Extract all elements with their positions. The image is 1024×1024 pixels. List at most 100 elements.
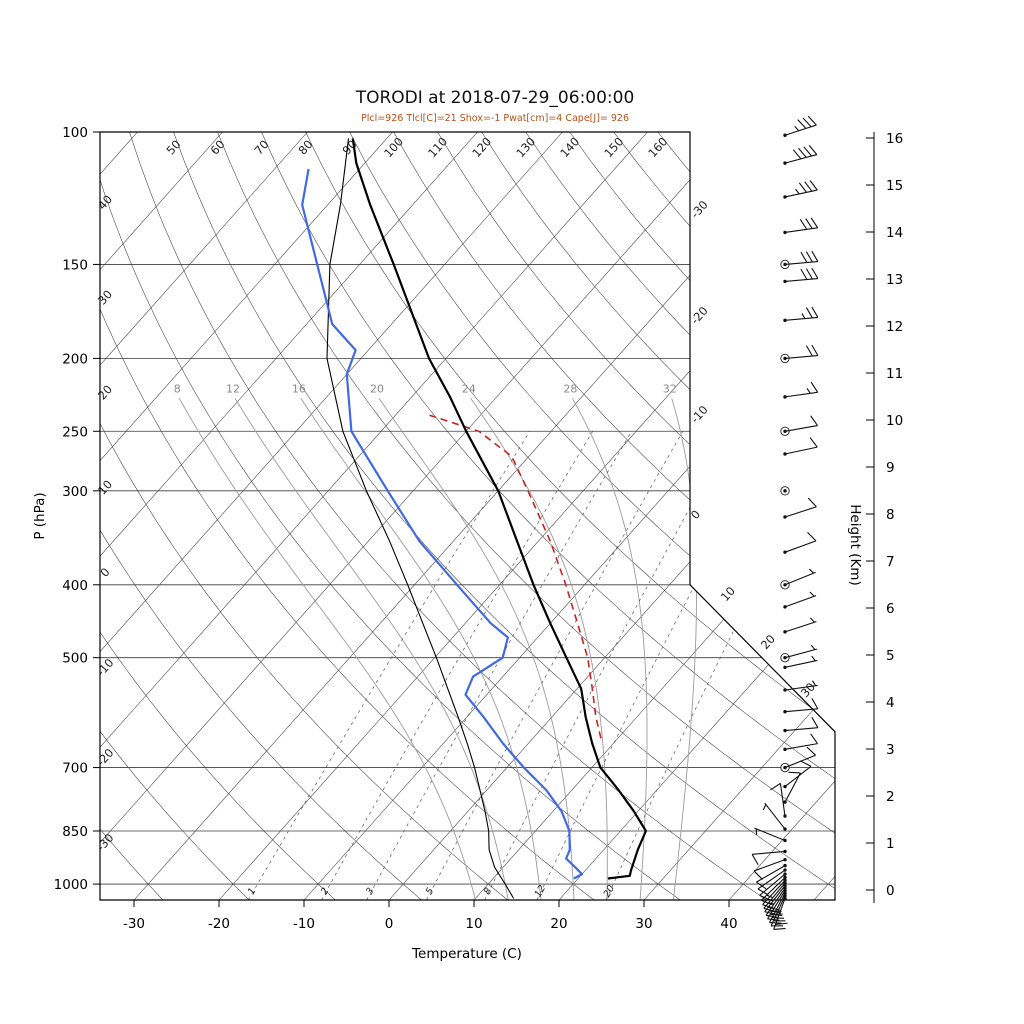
wind-barb-feather bbox=[800, 251, 808, 263]
chart-title: TORODI at 2018-07-29_06:00:00 bbox=[355, 88, 635, 108]
isotherm-line bbox=[218, 132, 835, 900]
wind-barb-feather bbox=[811, 250, 819, 262]
wind-barb-staff bbox=[762, 880, 786, 905]
temperature-tick-label: 20 bbox=[550, 916, 567, 932]
wind-barb-feather bbox=[805, 345, 813, 357]
temperature-tick-label: -10 bbox=[293, 916, 315, 932]
wind-barb-staff bbox=[784, 227, 818, 233]
wind-barb-feather bbox=[756, 881, 767, 890]
height-tick-label: 0 bbox=[886, 883, 895, 899]
height-tick-label: 5 bbox=[886, 648, 895, 664]
height-tick-label: 6 bbox=[886, 601, 895, 617]
isotherm-line bbox=[100, 132, 138, 900]
moist-adiabat-label: 28 bbox=[563, 382, 577, 395]
dry-adiabat-label-top: 100 bbox=[381, 134, 406, 160]
temperature-tick-label: -30 bbox=[123, 916, 145, 932]
dry-adiabat-line bbox=[100, 132, 508, 900]
wind-barb-halffeather bbox=[811, 680, 817, 686]
pressure-tick-label: 250 bbox=[62, 424, 88, 440]
moist-adiabat-line bbox=[572, 398, 648, 900]
dry-adiabat-line bbox=[525, 132, 835, 900]
dry-adiabat-label-left: 10 bbox=[95, 477, 115, 497]
temperature-axis-label: Temperature (C) bbox=[411, 946, 522, 962]
temperature-tick-label: 10 bbox=[465, 916, 482, 932]
wind-barb-staff bbox=[760, 877, 786, 901]
dry-adiabat-label-top: 90 bbox=[340, 137, 360, 157]
pressure-tick-label: 850 bbox=[62, 824, 88, 840]
wind-barb-staff bbox=[784, 425, 818, 432]
height-axis-label: Height (Km) bbox=[847, 504, 863, 585]
wind-barb-staff bbox=[784, 659, 818, 668]
wind-barb-staff bbox=[784, 446, 818, 455]
mixing-ratio-line bbox=[605, 431, 835, 900]
mixing-ratio-line bbox=[248, 431, 531, 900]
height-tick-label: 12 bbox=[886, 319, 903, 335]
dry-adiabat-line bbox=[217, 132, 835, 900]
temperature-curve bbox=[351, 138, 647, 880]
temperature-tick-label: 0 bbox=[385, 916, 394, 932]
wind-barb-staff bbox=[784, 277, 818, 282]
isotherm-label-slant: 10 bbox=[718, 584, 738, 604]
dry-adiabat-label-top: 60 bbox=[207, 137, 227, 157]
wind-barb-feather bbox=[800, 268, 808, 280]
temperature-tick-label: 40 bbox=[720, 916, 737, 932]
wind-barb-feather bbox=[810, 381, 819, 393]
pressure-tick-label: 700 bbox=[62, 761, 88, 777]
wind-barb-feather bbox=[811, 344, 819, 356]
pressure-tick-label: 150 bbox=[62, 257, 88, 273]
wind-barb-feather bbox=[807, 532, 817, 542]
dry-adiabat-line bbox=[613, 132, 835, 900]
pressure-axis-label: P (hPa) bbox=[32, 492, 48, 539]
mixing-ratio-line bbox=[536, 431, 777, 900]
wind-barb-feather bbox=[759, 894, 771, 901]
isotherm-line bbox=[728, 132, 835, 900]
dry-adiabat-line bbox=[129, 132, 767, 900]
wind-barb-feather bbox=[799, 219, 808, 230]
wind-barb-staff bbox=[784, 708, 818, 713]
isotherm-line bbox=[388, 132, 835, 900]
dry-adiabat-label-left: 40 bbox=[95, 192, 115, 212]
pressure-tick-label: 100 bbox=[62, 125, 88, 141]
mixing-ratio-line bbox=[484, 431, 733, 900]
wind-barb-feather bbox=[805, 218, 813, 229]
wind-barb-feather bbox=[810, 415, 818, 426]
dry-adiabat-label-top: 140 bbox=[557, 134, 582, 160]
isotherm-line bbox=[100, 132, 223, 900]
moist-adiabat-line bbox=[671, 398, 697, 900]
dry-adiabat-line bbox=[173, 132, 835, 900]
wind-barb-feather bbox=[770, 782, 781, 791]
wind-barb-halffeather bbox=[794, 126, 800, 132]
mixing-ratio-label: 20 bbox=[602, 883, 618, 899]
wind-barb-feather bbox=[792, 149, 802, 160]
wind-barb-staff bbox=[764, 802, 786, 830]
moist-adiabat-label: 24 bbox=[462, 382, 476, 395]
moist-adiabat-label: 12 bbox=[226, 382, 240, 395]
moist-adiabat-line bbox=[470, 398, 608, 900]
moist-adiabat-line bbox=[300, 398, 542, 900]
wind-barb-halffeather bbox=[810, 644, 816, 651]
wind-barb-feather bbox=[751, 854, 759, 866]
wind-barb-feather bbox=[802, 117, 812, 128]
mixing-ratio-label: 12 bbox=[533, 883, 549, 899]
wind-barb-staff bbox=[763, 882, 786, 909]
wind-barb-feather bbox=[804, 181, 813, 192]
isotherm-line bbox=[100, 132, 733, 900]
isotherm-line bbox=[813, 132, 835, 900]
wind-barb-feather bbox=[767, 906, 780, 911]
wind-barb-feather bbox=[797, 119, 807, 129]
wind-barb-feather bbox=[753, 870, 763, 880]
wind-barb-feather bbox=[770, 913, 783, 917]
dry-adiabat-label-top: 80 bbox=[295, 137, 315, 157]
wind-barb-staff bbox=[784, 189, 818, 198]
height-tick-label: 3 bbox=[886, 742, 895, 758]
wind-barb-halffeather bbox=[811, 655, 816, 662]
mixing-ratio-label: 1 bbox=[246, 886, 259, 897]
wind-barb-staff bbox=[784, 261, 818, 265]
wind-barb-staff bbox=[784, 540, 817, 553]
dry-adiabat-label-top: 160 bbox=[645, 134, 670, 160]
dry-adiabat-label-left: -30 bbox=[94, 831, 117, 854]
parcel-curve bbox=[429, 414, 602, 739]
wind-barb-feather bbox=[757, 888, 769, 896]
wind-barb-staff bbox=[754, 827, 786, 841]
chart-subtitle: Plcl=926 Tlcl[C]=21 Shox=-1 Pwat[cm]=4 C… bbox=[360, 113, 630, 124]
